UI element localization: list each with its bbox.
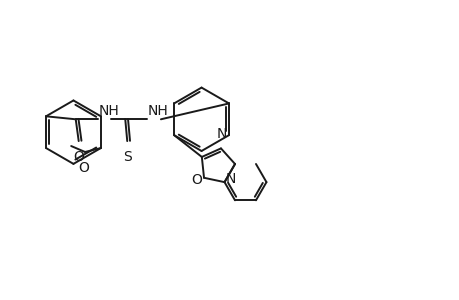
- Text: O: O: [191, 173, 202, 187]
- Text: NH: NH: [148, 104, 168, 118]
- Text: N: N: [216, 128, 227, 142]
- Text: O: O: [73, 150, 84, 164]
- Text: O: O: [78, 161, 90, 175]
- Text: NH: NH: [98, 104, 119, 118]
- Text: S: S: [123, 150, 131, 164]
- Text: N: N: [225, 172, 235, 186]
